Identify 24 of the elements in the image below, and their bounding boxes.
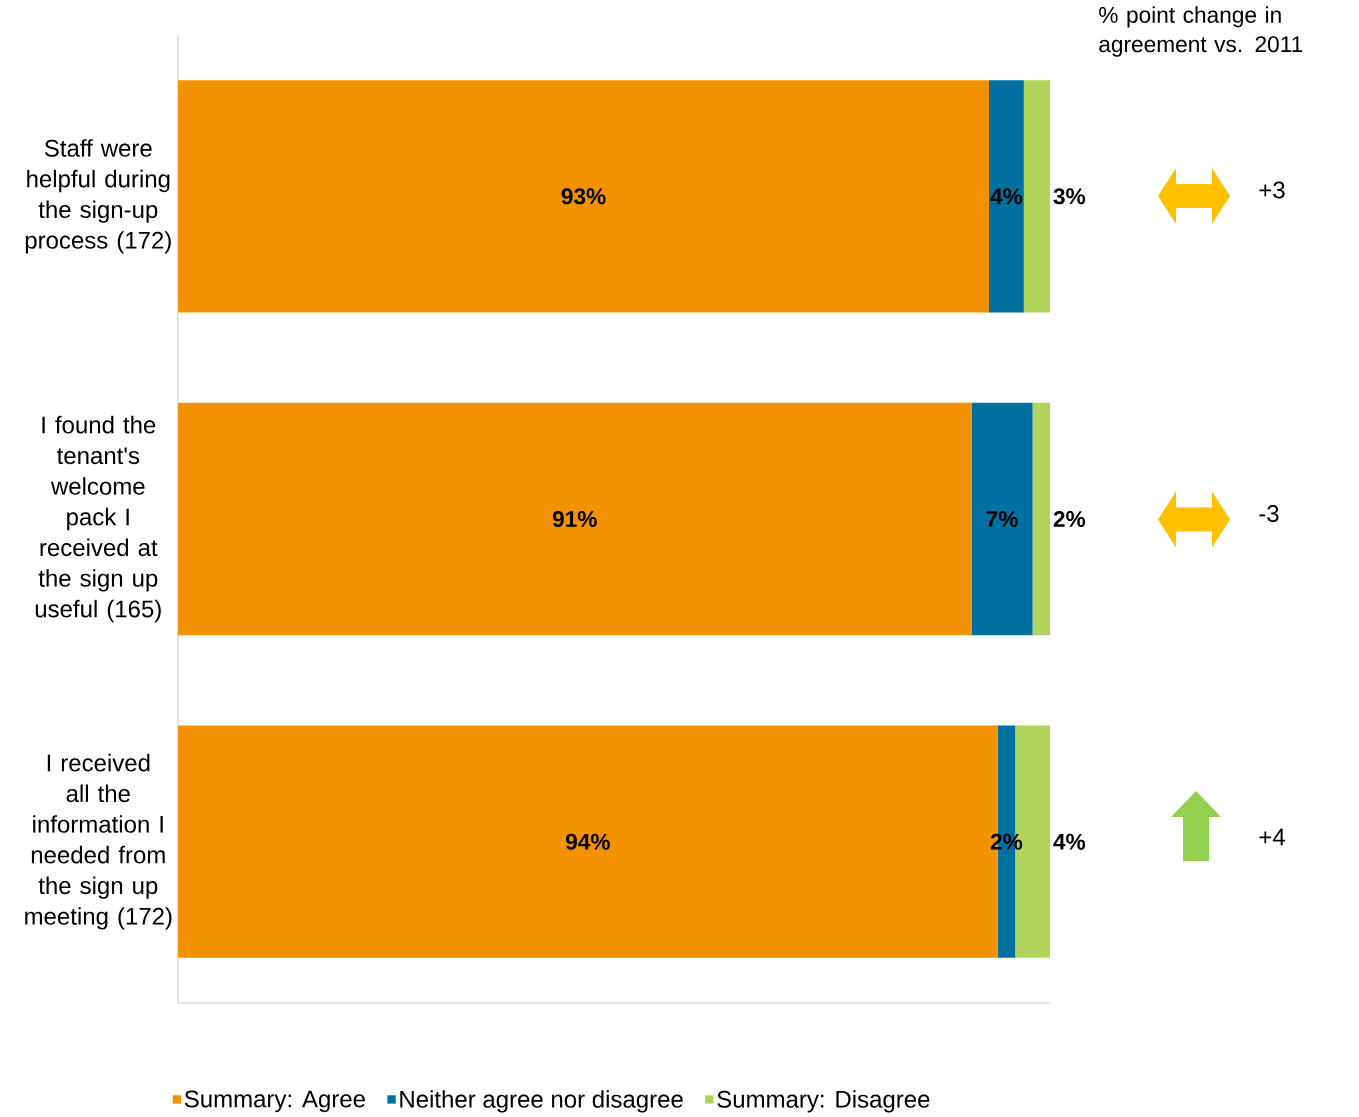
bar	[178, 80, 989, 313]
data-label: 93%	[561, 188, 606, 205]
data-label: 4%	[1053, 833, 1086, 850]
y-tick-label: Staff were helpful during the sign-up process (172)	[25, 139, 171, 254]
data-label: 94%	[565, 833, 610, 850]
bar	[1023, 80, 1051, 313]
legend-label: Summary: Agree	[184, 1090, 365, 1113]
text: +4	[1259, 828, 1285, 846]
y-tick-label: I found the tenant's welcome pack I received at the sign up useful (165)	[35, 415, 161, 623]
bar	[988, 80, 1024, 313]
text: +3	[1259, 181, 1285, 199]
legend-label: Neither agree nor disagree	[400, 1090, 683, 1113]
text: % point change in agreement vs. 2011	[1099, 6, 1303, 57]
bar	[1032, 402, 1051, 636]
bar	[178, 402, 972, 636]
text: -3	[1259, 504, 1279, 522]
y-tick-label: I received all the information I needed from the sign up meeting (172)	[25, 753, 172, 930]
data-label: 7%	[986, 511, 1018, 527]
data-label: 4%	[990, 188, 1023, 205]
legend-label: Summary: Disagree	[717, 1090, 930, 1113]
data-label: 3%	[1053, 188, 1086, 205]
data-label: 2%	[1053, 511, 1086, 527]
data-label: 91%	[552, 510, 597, 528]
bar	[971, 402, 1033, 636]
